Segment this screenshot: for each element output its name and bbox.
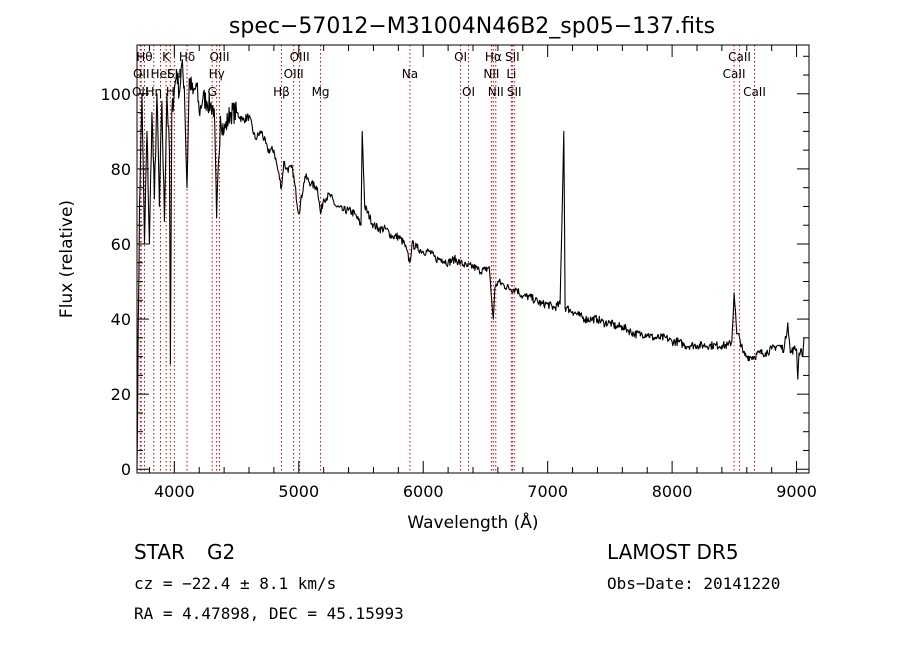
x-tick-label: 5000 — [278, 482, 319, 501]
line-label-8: Hδ — [179, 50, 195, 64]
plot-frame — [136, 44, 810, 474]
object-subclass: G2 — [207, 540, 235, 564]
line-label-14: OIII — [290, 50, 310, 64]
y-tick-label: 60 — [111, 235, 131, 254]
line-label-18: OI — [462, 85, 475, 99]
line-label-17: OI — [454, 50, 467, 64]
line-label-3: Hη — [145, 85, 162, 99]
redshift-cz: cz = −22.4 ± 8.1 km/s — [134, 574, 336, 593]
line-label-13: OIII — [284, 67, 304, 81]
observation-date: Obs−Date: 20141220 — [607, 574, 780, 593]
x-tick-label: 8000 — [652, 482, 693, 501]
line-label-10: Hγ — [209, 67, 225, 81]
line-label-7: SII — [167, 67, 182, 81]
coordinates: RA = 4.47898, DEC = 45.15993 — [134, 604, 404, 623]
y-tick-label: 40 — [111, 310, 131, 329]
y-tick-label: 0 — [121, 460, 131, 479]
line-label-9: G — [208, 85, 217, 99]
line-label-11: OIII — [209, 50, 229, 64]
y-tick-label: 20 — [111, 385, 131, 404]
x-axis-label: Wavelength (Å) — [407, 511, 538, 533]
line-label-0: OII — [132, 85, 149, 99]
line-label-6: H — [166, 85, 175, 99]
line-label-19: NII — [483, 67, 499, 81]
line-label-23: SII — [505, 50, 520, 64]
y-axis-label: Flux (relative) — [57, 200, 77, 318]
object-class: STAR — [134, 540, 185, 564]
survey-name: LAMOST DR5 — [607, 540, 739, 564]
spectral-line-markers — [139, 45, 755, 473]
line-label-22: Li — [506, 67, 516, 81]
line-label-5: K — [162, 50, 171, 64]
line-label-16: Na — [402, 67, 418, 81]
x-tick-label: 4000 — [154, 482, 195, 501]
line-label-1: OII — [133, 67, 150, 81]
spectrum-line — [136, 59, 805, 470]
line-label-25: CaII — [723, 67, 746, 81]
spectrum-layer — [136, 59, 805, 470]
y-tick-label: 80 — [111, 160, 131, 179]
line-label-15: Mg — [312, 85, 330, 99]
line-label-2: Hθ — [136, 50, 152, 64]
line-label-12: Hβ — [273, 85, 290, 99]
chart-title: spec−57012−M31004N46B2_sp05−137.fits — [229, 14, 715, 39]
line-label-27: CaII — [743, 85, 766, 99]
spectral-line-labels: OII OII Hθ Hη HeI K H SII Hδ G Hγ OIII Hβ OIII OIII Mg N… — [132, 50, 766, 99]
x-tick-label: 6000 — [403, 482, 444, 501]
line-label-4: HeI — [151, 67, 171, 81]
x-tick-label: 9000 — [776, 482, 817, 501]
line-label-26: CaII — [728, 50, 751, 64]
line-label-20: Hα — [485, 50, 502, 64]
line-label-24: SII — [507, 85, 522, 99]
line-label-21: NII — [488, 85, 504, 99]
y-axis-ticks: 0 20 40 60 80 100 — [100, 55, 809, 479]
y-tick-label: 100 — [100, 85, 131, 104]
x-tick-label: 7000 — [527, 482, 568, 501]
x-axis-ticks: 4000 5000 6000 7000 8000 9000 — [148, 45, 817, 501]
